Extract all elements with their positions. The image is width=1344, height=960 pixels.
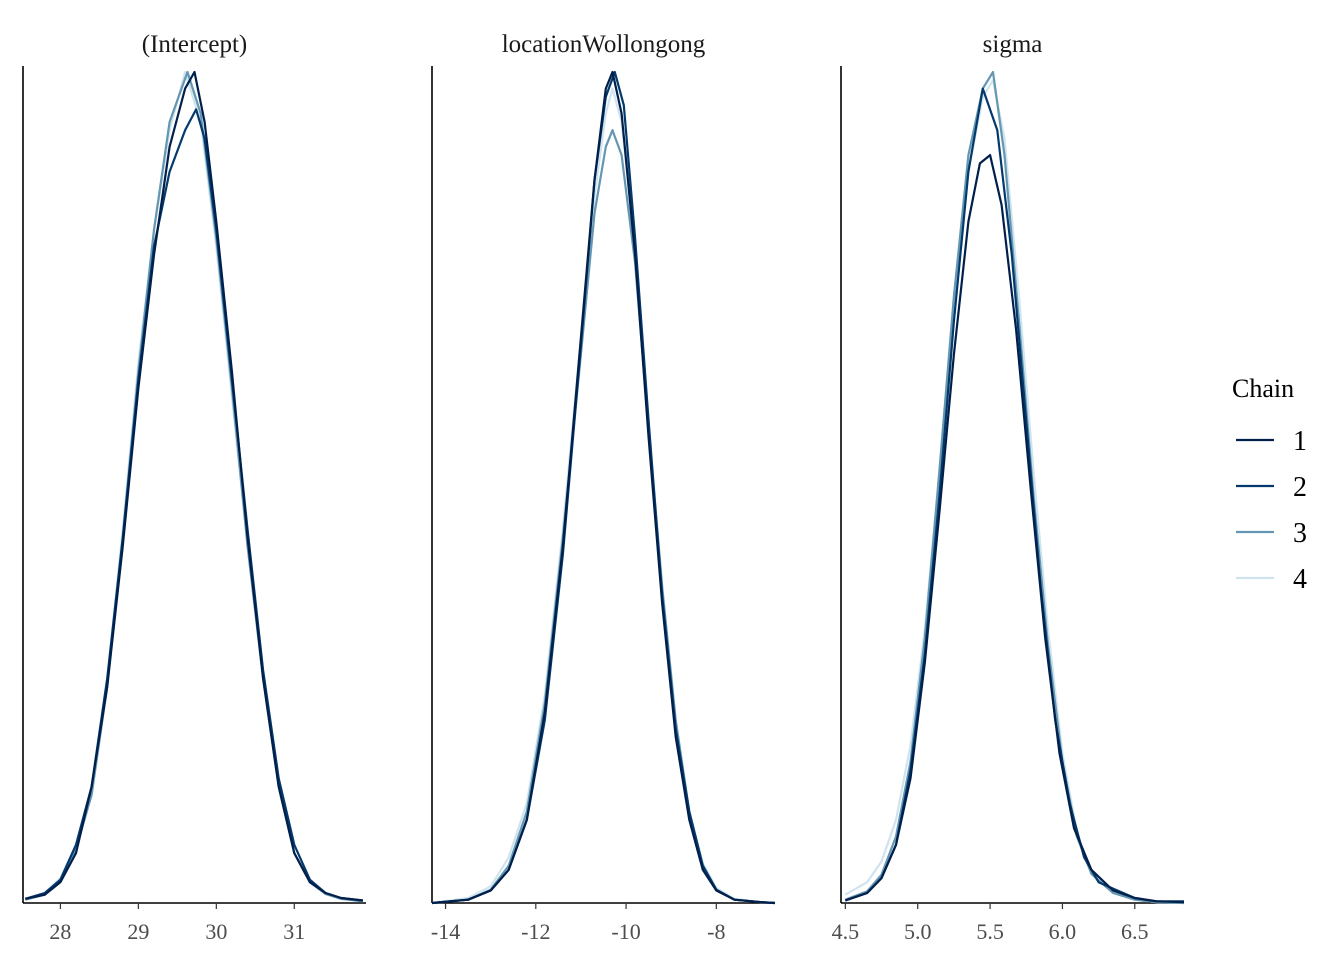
x-tick-label: -10 bbox=[611, 919, 640, 944]
x-tick-label: 29 bbox=[127, 919, 149, 944]
x-tick-label: 5.0 bbox=[904, 919, 932, 944]
legend-item: 2 bbox=[1236, 472, 1307, 503]
facet-panel: locationWollongong -14 -12 -10 -8 bbox=[431, 31, 776, 944]
legend-item: 1 bbox=[1236, 426, 1307, 457]
facet-panels: (Intercept) 28 29 30 31 locationWollongong -14… bbox=[22, 31, 1185, 944]
legend-label: 1 bbox=[1293, 426, 1307, 457]
legend-item: 3 bbox=[1236, 518, 1307, 549]
density-line-chain-2 bbox=[844, 87, 1184, 903]
density-line-chain-1 bbox=[25, 70, 364, 902]
x-tick-label: 28 bbox=[49, 919, 71, 944]
x-tick-label: 31 bbox=[283, 919, 305, 944]
density-line-chain-1 bbox=[431, 70, 776, 905]
x-tick-label: -12 bbox=[521, 919, 550, 944]
legend-items: 1 2 3 4 bbox=[1236, 426, 1307, 595]
legend-label: 3 bbox=[1293, 518, 1307, 549]
legend-label: 2 bbox=[1293, 472, 1307, 503]
density-line-chain-1 bbox=[844, 154, 1185, 904]
density-line-chain-2 bbox=[24, 108, 364, 902]
density-line-chain-4 bbox=[24, 70, 364, 903]
density-line-chain-3 bbox=[431, 129, 776, 905]
legend: Chain 1 2 3 4 bbox=[1232, 374, 1307, 595]
facet-panel: sigma 4.5 5.0 5.5 6.0 6.5 bbox=[832, 31, 1185, 944]
x-tick-label: -8 bbox=[707, 919, 725, 944]
facet-title: sigma bbox=[983, 31, 1043, 58]
legend-title: Chain bbox=[1232, 374, 1294, 403]
density-line-chain-4 bbox=[844, 79, 1185, 905]
facet-panel: (Intercept) 28 29 30 31 bbox=[22, 31, 366, 944]
x-tick-label: 5.5 bbox=[976, 919, 1004, 944]
density-line-chain-4 bbox=[431, 87, 776, 905]
density-line-chain-3 bbox=[25, 70, 364, 903]
x-tick-label: -14 bbox=[431, 919, 460, 944]
x-tick-label: 6.0 bbox=[1049, 919, 1077, 944]
x-tick-label: 4.5 bbox=[832, 919, 860, 944]
density-line-chain-3 bbox=[844, 70, 1185, 905]
legend-label: 4 bbox=[1293, 564, 1307, 595]
density-line-chain-2 bbox=[431, 70, 776, 905]
facet-title: (Intercept) bbox=[142, 31, 247, 58]
x-tick-label: 6.5 bbox=[1121, 919, 1149, 944]
x-tick-label: 30 bbox=[205, 919, 227, 944]
facet-title: locationWollongong bbox=[502, 31, 706, 58]
legend-item: 4 bbox=[1236, 564, 1307, 595]
